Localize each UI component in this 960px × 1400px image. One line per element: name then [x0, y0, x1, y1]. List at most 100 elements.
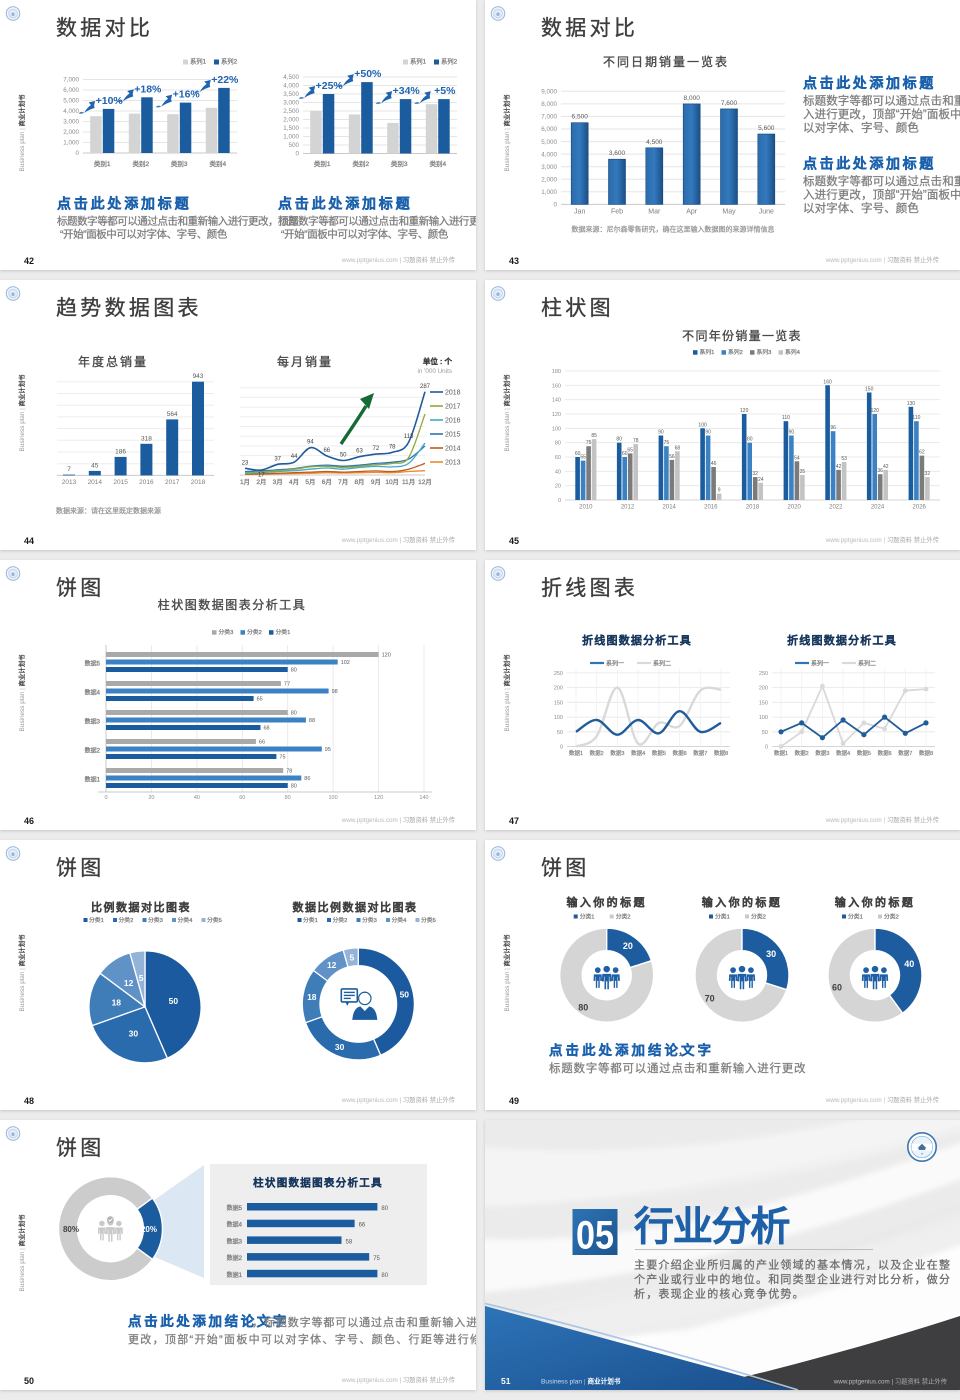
svg-text:8月: 8月 — [354, 478, 364, 486]
svg-text:5: 5 — [350, 952, 355, 962]
svg-text:40: 40 — [194, 795, 200, 801]
svg-text:饼图: 饼图 — [541, 857, 590, 880]
svg-text:折线图数据分析工具: 折线图数据分析工具 — [787, 633, 897, 647]
svg-text:160: 160 — [823, 379, 832, 385]
svg-text:系列3: 系列3 — [757, 348, 772, 356]
svg-text:20: 20 — [555, 484, 561, 490]
svg-text:分类2: 分类2 — [616, 913, 631, 921]
svg-text:200: 200 — [759, 686, 768, 692]
svg-text:数据8: 数据8 — [714, 749, 728, 757]
svg-text:www.pptgenius.com | 习题资料 禁止外传: www.pptgenius.com | 习题资料 禁止外传 — [825, 255, 939, 264]
svg-text:47: 47 — [509, 816, 519, 826]
svg-text:数据5: 数据5 — [227, 1204, 243, 1212]
svg-text:500: 500 — [288, 142, 299, 149]
svg-text:数据5: 数据5 — [652, 749, 666, 757]
svg-text:类别2: 类别2 — [352, 159, 369, 168]
svg-text:+25%: +25% — [316, 80, 344, 92]
svg-text:标题数字等都可以通过点击和重新输入进行更改，顶部: 标题数字等都可以通过点击和重新输入进行更改，顶部 — [278, 215, 476, 228]
svg-text:2,000: 2,000 — [63, 129, 79, 136]
svg-text:12: 12 — [327, 960, 337, 970]
svg-text:45: 45 — [509, 536, 519, 546]
svg-text:2026: 2026 — [913, 505, 927, 511]
svg-text:数据1: 数据1 — [569, 749, 583, 757]
svg-text:折线图表: 折线图表 — [541, 577, 638, 600]
svg-text:2013: 2013 — [445, 459, 461, 466]
svg-text:数据3: 数据3 — [815, 749, 829, 757]
svg-text:8,000: 8,000 — [684, 95, 701, 102]
svg-text:类别4: 类别4 — [209, 159, 226, 168]
svg-text:42: 42 — [836, 464, 842, 470]
svg-text:2016: 2016 — [704, 505, 718, 511]
svg-text:180: 180 — [552, 369, 561, 375]
svg-text:分类3: 分类3 — [362, 916, 377, 924]
svg-text:+22%: +22% — [211, 74, 239, 86]
svg-text:36: 36 — [877, 468, 883, 474]
svg-text:95: 95 — [325, 747, 331, 753]
svg-text:以对字体、字号、颜色: 以对字体、字号、颜色 — [803, 121, 919, 135]
svg-text:12: 12 — [124, 978, 134, 988]
svg-text:2016: 2016 — [445, 417, 461, 424]
svg-text:柱状图数据图表分析工具: 柱状图数据图表分析工具 — [253, 1176, 383, 1189]
svg-text:80: 80 — [747, 437, 753, 443]
svg-text:9月: 9月 — [371, 478, 381, 486]
svg-text:2,000: 2,000 — [541, 177, 557, 184]
svg-text:6月: 6月 — [322, 478, 332, 486]
svg-text:80%: 80% — [63, 1225, 79, 1234]
svg-text:75: 75 — [664, 440, 670, 446]
svg-text:数据2: 数据2 — [227, 1254, 243, 1262]
svg-text:2017: 2017 — [445, 403, 461, 410]
svg-text:4,000: 4,000 — [283, 83, 299, 90]
svg-text:58: 58 — [346, 1239, 353, 1245]
svg-text:系列4: 系列4 — [785, 348, 801, 356]
svg-text:1,500: 1,500 — [283, 125, 299, 132]
svg-text:18: 18 — [112, 998, 122, 1008]
svg-text:130: 130 — [907, 401, 916, 407]
svg-text:60: 60 — [555, 455, 561, 461]
svg-text:24: 24 — [758, 477, 764, 483]
svg-text:系列二: 系列二 — [653, 659, 671, 667]
svg-text:数据2: 数据2 — [590, 749, 604, 757]
svg-text:不同日期销量一览表: 不同日期销量一览表 — [603, 54, 729, 69]
svg-text:30: 30 — [129, 1028, 139, 1038]
svg-text:www.pptgenius.com | 习题资料 禁止外传: www.pptgenius.com | 习题资料 禁止外传 — [341, 1095, 455, 1104]
svg-text:86: 86 — [304, 776, 310, 782]
svg-text:42: 42 — [883, 464, 889, 470]
svg-text:110: 110 — [912, 415, 920, 421]
svg-text:系列1: 系列1 — [410, 57, 427, 66]
svg-text:分类4: 分类4 — [392, 916, 408, 924]
svg-text:80: 80 — [291, 784, 297, 790]
svg-text:输入你的标题: 输入你的标题 — [566, 895, 646, 909]
svg-text:分类2: 分类2 — [751, 913, 766, 921]
svg-text:7,600: 7,600 — [721, 100, 738, 107]
svg-text:类别3: 类别3 — [391, 159, 408, 168]
svg-text:数据6: 数据6 — [878, 749, 892, 757]
svg-text:www.pptgenius.com | 习题资料 禁止外传: www.pptgenius.com | 习题资料 禁止外传 — [341, 255, 455, 264]
svg-text:77: 77 — [284, 682, 290, 688]
svg-text:3,500: 3,500 — [283, 91, 299, 98]
svg-text:5: 5 — [139, 973, 144, 983]
svg-text:35: 35 — [800, 469, 806, 475]
svg-text:94: 94 — [307, 440, 314, 446]
svg-text:www.pptgenius.com | 习题资料 禁止外传: www.pptgenius.com | 习题资料 禁止外传 — [833, 1377, 947, 1386]
svg-text:318: 318 — [141, 435, 152, 442]
svg-text:1,000: 1,000 — [283, 134, 299, 141]
svg-text:60: 60 — [575, 451, 581, 457]
svg-text:系列一: 系列一 — [606, 659, 624, 667]
svg-text:+50%: +50% — [354, 68, 382, 80]
svg-text:5月: 5月 — [305, 478, 315, 486]
svg-text:90: 90 — [789, 430, 795, 436]
svg-text:分类4: 分类4 — [178, 916, 194, 924]
svg-text:饼图: 饼图 — [56, 1137, 105, 1160]
svg-text:80: 80 — [616, 437, 622, 443]
svg-text:标题数字等都可以通过点击和重新输: 标题数字等都可以通过点击和重新输 — [803, 174, 960, 188]
svg-text:www.pptgenius.com | 习题资料 禁止外传: www.pptgenius.com | 习题资料 禁止外传 — [825, 1095, 939, 1104]
svg-text:系列1: 系列1 — [700, 348, 715, 356]
svg-text:2018: 2018 — [191, 479, 206, 486]
svg-text:Business plan | 商业计划书: Business plan | 商业计划书 — [502, 654, 511, 732]
svg-text:78: 78 — [389, 444, 396, 450]
svg-text:20: 20 — [148, 795, 154, 801]
svg-text:55: 55 — [580, 455, 586, 461]
svg-text:Business plan | 商业计划书: Business plan | 商业计划书 — [17, 374, 26, 452]
svg-text:68: 68 — [264, 726, 270, 732]
svg-text:+16%: +16% — [173, 89, 201, 101]
